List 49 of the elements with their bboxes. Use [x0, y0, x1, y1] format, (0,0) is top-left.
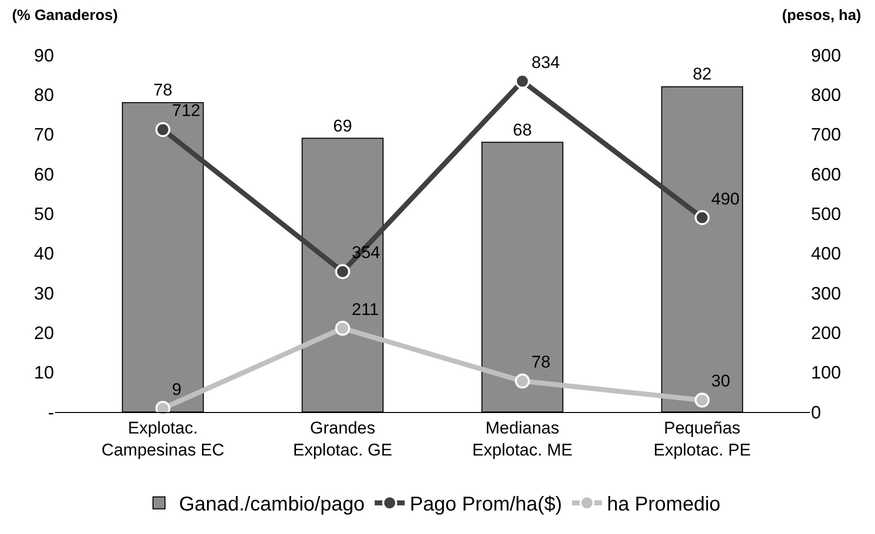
point	[335, 320, 350, 336]
y-tick-label: 60	[34, 164, 54, 184]
y2-tick-label: 400	[811, 244, 842, 264]
data-label: 354	[352, 243, 380, 262]
data-label: 78	[532, 352, 550, 372]
y2-tick-label: 500	[811, 204, 842, 224]
y2-tick-label: 200	[811, 322, 842, 343]
data-label: 211	[352, 300, 379, 319]
y2-tick-label: 0	[811, 402, 822, 422]
point	[694, 210, 710, 226]
x-tick-label: Explotac. Campesinas EC	[101, 418, 224, 460]
data-label: 712	[172, 101, 200, 120]
y-tick-label: 30	[34, 283, 54, 304]
point	[335, 264, 350, 280]
y2-tick-label: 900	[811, 45, 842, 66]
y-axis-title: (% Ganaderos)	[12, 7, 118, 24]
y-tick-label: 90	[34, 45, 54, 66]
point	[514, 374, 530, 389]
x-tick-label: Medianas Explotac. ME	[472, 418, 572, 460]
data-label: 68	[512, 120, 532, 140]
data-label: 30	[711, 372, 730, 391]
y-tick-label: 80	[34, 84, 54, 105]
y2-tick-label: 800	[811, 84, 842, 105]
y-tick-label: 50	[34, 204, 54, 224]
y2-axis-title: (pesos, ha)	[782, 7, 862, 24]
y2-tick-label: 100	[811, 362, 842, 383]
data-label: 490	[711, 189, 740, 208]
point	[155, 400, 170, 416]
point	[155, 122, 170, 138]
y2-tick-label: 700	[811, 124, 842, 145]
data-label: 9	[172, 380, 182, 400]
y-tick-label: 70	[34, 124, 54, 145]
data-label: 82	[692, 64, 712, 84]
legend-label: Ganad./cambio/pago	[179, 494, 365, 516]
data-label: 834	[532, 52, 560, 72]
x-tick-label: Grandes Explotac. GE	[293, 418, 392, 460]
y-tick-label: -	[48, 402, 54, 422]
point	[514, 74, 530, 89]
y-tick-label: 40	[34, 244, 54, 264]
y2-tick-label: 300	[811, 283, 842, 304]
y-tick-label: 10	[34, 362, 54, 383]
x-tick-label: Pequeñas Explotac. PE	[653, 418, 751, 460]
y2-tick-label: 600	[811, 164, 842, 184]
data-label: 69	[333, 116, 352, 136]
y-tick-label: 20	[34, 322, 54, 343]
point	[694, 392, 710, 408]
data-label: 78	[153, 80, 172, 100]
legend-label: ha Promedio	[606, 494, 720, 516]
legend-label: Pago Prom/ha($)	[410, 494, 562, 516]
